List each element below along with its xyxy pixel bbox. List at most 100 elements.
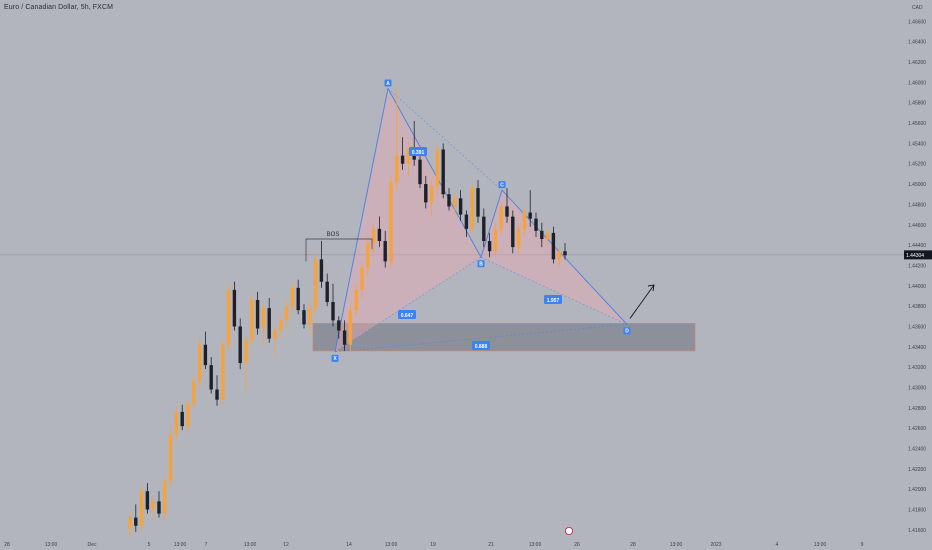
y-tick-label: 1.41800 bbox=[908, 508, 926, 514]
candle-body bbox=[470, 188, 474, 229]
x-tick-label: 5 bbox=[148, 542, 151, 548]
harmonic-pattern-layer bbox=[334, 88, 628, 353]
candle bbox=[482, 208, 486, 248]
candle bbox=[302, 304, 306, 329]
candle-body bbox=[174, 411, 179, 435]
point-label: A bbox=[386, 81, 390, 87]
candle-body bbox=[557, 251, 561, 260]
y-tick-label: 1.42000 bbox=[908, 487, 926, 493]
candle bbox=[354, 283, 358, 317]
candle bbox=[342, 320, 347, 351]
ratio-label: 1.957 bbox=[544, 295, 562, 304]
candle-body bbox=[545, 232, 550, 239]
candle bbox=[273, 324, 277, 357]
candle-body bbox=[464, 214, 469, 229]
y-tick-label: 1.46400 bbox=[908, 40, 926, 46]
ratio-label: 0.647 bbox=[398, 310, 416, 319]
pattern-leg-cd bbox=[501, 189, 628, 325]
candle-body bbox=[418, 159, 422, 185]
ratio-label-text: 1.957 bbox=[547, 298, 560, 304]
candle bbox=[453, 192, 457, 215]
x-tick-label: 28 bbox=[4, 542, 10, 548]
candle bbox=[331, 283, 335, 327]
candle bbox=[563, 243, 567, 260]
candle bbox=[139, 484, 144, 532]
point-label-bg bbox=[498, 181, 506, 189]
candle-body bbox=[157, 501, 161, 514]
candle bbox=[522, 206, 527, 235]
candle bbox=[163, 475, 167, 522]
candle bbox=[174, 405, 179, 443]
currency-label: CAD bbox=[912, 5, 923, 11]
candle bbox=[134, 504, 138, 532]
y-tick-label: 1.43800 bbox=[908, 304, 926, 310]
candle-body bbox=[232, 289, 237, 327]
candle bbox=[244, 334, 248, 392]
y-tick-label: 1.43000 bbox=[908, 385, 926, 391]
candle-body bbox=[493, 228, 498, 252]
y-tick-label: 1.44000 bbox=[908, 284, 926, 290]
candle bbox=[296, 279, 300, 315]
annotation-layer: BOS X A B C D 0.647 0.391 1.957 0.888 bbox=[305, 79, 655, 362]
candle bbox=[151, 497, 155, 520]
x-tick-label: 13:00 bbox=[174, 542, 187, 548]
event-marker-icon bbox=[565, 527, 574, 536]
candle bbox=[395, 88, 399, 191]
candle-body bbox=[180, 411, 184, 427]
pattern-point-c: C bbox=[498, 181, 506, 189]
price-axis-bg bbox=[906, 0, 932, 550]
candle bbox=[203, 331, 208, 370]
candle-body bbox=[313, 259, 318, 309]
pattern-ratio-line bbox=[480, 257, 628, 325]
candle-body bbox=[447, 194, 451, 207]
candle bbox=[360, 261, 364, 298]
candle bbox=[429, 180, 434, 217]
candle-body bbox=[319, 259, 324, 282]
point-label-bg bbox=[623, 327, 631, 335]
candle bbox=[279, 314, 283, 339]
y-tick-label: 1.43200 bbox=[908, 365, 926, 371]
candle bbox=[534, 212, 538, 237]
candle bbox=[261, 302, 266, 347]
candle-body bbox=[395, 155, 399, 183]
time-axis-bg bbox=[0, 538, 906, 550]
point-label: X bbox=[333, 356, 337, 362]
price-axis[interactable]: CAD 1.46600 1.46400 1.46200 1.46000 1.45800 1.… bbox=[904, 0, 932, 550]
x-tick-label: 9 bbox=[861, 542, 864, 548]
ratio-label-bg bbox=[398, 310, 416, 319]
time-axis[interactable]: 28 13:00 Dec 5 13:00 7 13:00 12 14 13:00 19 21 13:00… bbox=[0, 527, 906, 550]
candle-body bbox=[221, 344, 225, 400]
candle bbox=[487, 232, 492, 258]
candle bbox=[168, 426, 173, 488]
pattern-triangle-xab bbox=[335, 88, 481, 352]
ratio-label-text: 0.391 bbox=[412, 150, 425, 156]
pattern-point-x: X bbox=[331, 354, 339, 362]
x-tick-label: 13:00 bbox=[244, 542, 257, 548]
candle-body bbox=[505, 206, 509, 217]
point-label-bg bbox=[331, 354, 339, 362]
candle-body bbox=[145, 491, 150, 510]
candle bbox=[424, 175, 428, 209]
candle-body bbox=[383, 241, 387, 262]
candle-body bbox=[308, 308, 312, 325]
y-tick-label: 1.42400 bbox=[908, 447, 926, 453]
ratio-label-bg bbox=[472, 341, 490, 350]
candle bbox=[209, 356, 213, 394]
candle-body bbox=[209, 365, 213, 390]
candle bbox=[348, 304, 353, 352]
candle-body bbox=[273, 330, 277, 339]
candle bbox=[505, 188, 509, 223]
candle bbox=[441, 143, 445, 199]
candle bbox=[458, 190, 463, 221]
candle-body bbox=[528, 212, 532, 219]
x-tick-label: 26 bbox=[574, 542, 580, 548]
candle bbox=[383, 230, 387, 268]
y-tick-label: 1.44200 bbox=[908, 263, 926, 269]
chart-title: Euro / Canadian Dollar, 5h, FXCM bbox=[4, 4, 114, 11]
candle bbox=[551, 226, 556, 264]
ratio-label: 0.888 bbox=[472, 341, 490, 350]
x-tick-label: Dec bbox=[88, 542, 97, 548]
y-tick-label: 1.46000 bbox=[908, 80, 926, 86]
point-label-bg bbox=[477, 260, 485, 268]
